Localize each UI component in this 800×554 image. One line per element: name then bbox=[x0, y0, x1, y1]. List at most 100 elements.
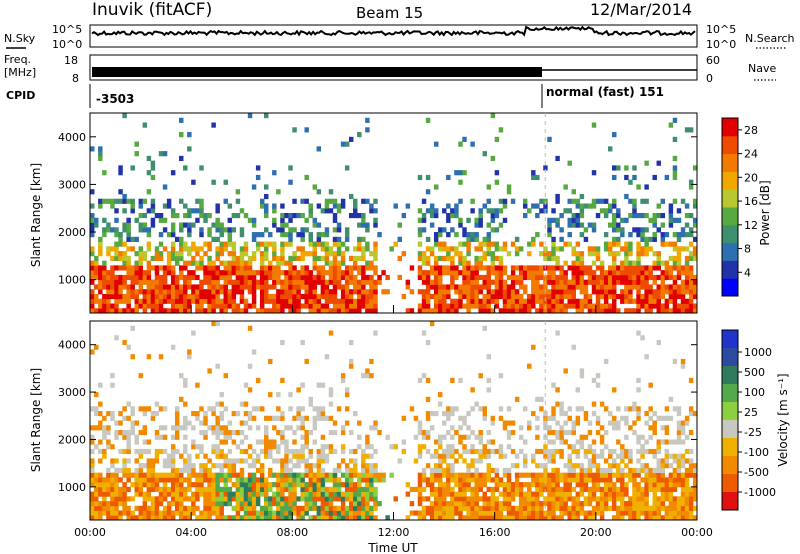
heatmap-cell bbox=[668, 453, 674, 459]
heatmap-cell bbox=[179, 293, 184, 300]
heatmap-cell bbox=[336, 505, 342, 511]
heatmap-cell bbox=[332, 467, 338, 474]
heatmap-cell bbox=[644, 293, 649, 300]
heatmap-cell bbox=[640, 265, 645, 271]
heatmap-cell bbox=[268, 232, 273, 238]
heatmap-cell bbox=[433, 279, 439, 285]
heatmap-cell bbox=[134, 151, 139, 157]
heatmap-cell bbox=[348, 491, 354, 497]
heatmap-cell bbox=[624, 505, 629, 511]
heatmap-cell bbox=[166, 501, 172, 507]
heatmap-cell bbox=[421, 308, 427, 314]
heatmap-cell bbox=[429, 515, 435, 521]
heatmap-cell bbox=[563, 501, 568, 507]
heatmap-cell bbox=[284, 515, 289, 521]
heatmap-cell bbox=[348, 358, 354, 365]
heatmap-cell bbox=[425, 189, 431, 195]
heatmap-cell bbox=[223, 477, 228, 483]
heatmap-cell bbox=[170, 448, 176, 455]
heatmap-cell bbox=[551, 241, 556, 247]
heatmap-cell bbox=[183, 420, 188, 426]
heatmap-cell bbox=[344, 406, 350, 412]
heatmap-cell bbox=[454, 491, 459, 497]
heatmap-cell bbox=[158, 284, 164, 290]
heatmap-cell bbox=[268, 439, 273, 445]
heatmap-cell bbox=[215, 217, 220, 223]
heatmap-cell bbox=[688, 458, 694, 464]
heatmap-cell bbox=[684, 448, 690, 455]
heatmap-cell bbox=[138, 472, 144, 478]
heatmap-cell bbox=[288, 179, 293, 185]
heatmap-cell bbox=[551, 510, 556, 516]
heatmap-cell bbox=[98, 303, 103, 309]
heatmap-cell bbox=[280, 213, 285, 219]
heatmap-cell bbox=[692, 293, 698, 300]
heatmap-cell bbox=[575, 439, 581, 445]
heatmap-cell bbox=[551, 458, 556, 464]
heatmap-cell bbox=[531, 515, 536, 521]
heatmap-cell bbox=[332, 298, 338, 304]
heatmap-cell bbox=[328, 308, 334, 314]
heatmap-cell bbox=[276, 415, 281, 421]
heatmap-cell bbox=[628, 251, 633, 257]
heatmap-cell bbox=[199, 477, 204, 483]
heatmap-cell bbox=[579, 193, 585, 200]
heatmap-cell bbox=[215, 303, 220, 309]
heatmap-cell bbox=[389, 246, 394, 252]
heatmap-cell bbox=[518, 505, 524, 511]
heatmap-cell bbox=[531, 501, 536, 507]
heatmap-cell bbox=[106, 284, 111, 290]
heatmap-cell bbox=[316, 463, 322, 469]
heatmap-cell bbox=[595, 429, 601, 436]
heatmap-cell bbox=[90, 308, 95, 314]
heatmap-cell bbox=[624, 482, 629, 488]
colorbar-tick-label: 20 bbox=[744, 171, 758, 184]
heatmap-cell bbox=[199, 429, 204, 436]
heatmap-cell bbox=[446, 174, 451, 181]
heatmap-cell bbox=[292, 477, 297, 483]
heatmap-cell bbox=[239, 274, 245, 281]
heatmap-cell bbox=[559, 448, 564, 455]
heatmap-cell bbox=[150, 505, 156, 511]
x-tick-label: 20:00 bbox=[580, 526, 612, 539]
heatmap-cell bbox=[320, 434, 326, 440]
heatmap-cell bbox=[179, 241, 184, 247]
heatmap-cell bbox=[138, 515, 144, 521]
heatmap-cell bbox=[466, 515, 471, 521]
heatmap-cell bbox=[183, 515, 188, 521]
heatmap-cell bbox=[219, 467, 224, 474]
heatmap-cell bbox=[680, 289, 686, 295]
heatmap-cell bbox=[308, 429, 313, 436]
heatmap-cell bbox=[276, 444, 281, 450]
heatmap-cell bbox=[446, 270, 451, 276]
heatmap-cell bbox=[94, 472, 99, 478]
heatmap-cell bbox=[676, 260, 682, 266]
heatmap-cell bbox=[296, 289, 301, 295]
heatmap-cell bbox=[660, 303, 666, 309]
heatmap-cell bbox=[292, 284, 297, 290]
heatmap-cell bbox=[215, 284, 220, 290]
heatmap-cell bbox=[146, 155, 152, 162]
heatmap-cell bbox=[126, 298, 131, 304]
heatmap-cell bbox=[259, 486, 265, 492]
heatmap-cell bbox=[555, 505, 560, 511]
heatmap-cell bbox=[672, 284, 678, 290]
heatmap-cell bbox=[332, 289, 338, 295]
heatmap-cell bbox=[251, 501, 257, 507]
heatmap-cell bbox=[219, 289, 224, 295]
heatmap-cell bbox=[296, 255, 301, 262]
heatmap-cell bbox=[158, 496, 164, 502]
heatmap-cell bbox=[571, 448, 576, 455]
heatmap-cell bbox=[90, 510, 95, 516]
heatmap-cell bbox=[522, 308, 528, 314]
heatmap-cell bbox=[668, 203, 674, 209]
heatmap-cell bbox=[276, 260, 281, 266]
heatmap-cell bbox=[90, 448, 95, 455]
heatmap-cell bbox=[90, 349, 95, 355]
heatmap-cell bbox=[324, 510, 330, 516]
heatmap-cell bbox=[106, 425, 111, 431]
heatmap-cell bbox=[567, 284, 572, 290]
heatmap-cell bbox=[555, 265, 560, 271]
heatmap-cell bbox=[102, 274, 107, 281]
heatmap-cell bbox=[227, 486, 233, 492]
